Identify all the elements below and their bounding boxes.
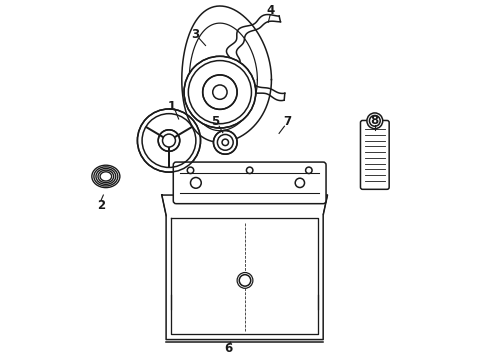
Circle shape	[184, 56, 256, 128]
Text: 6: 6	[225, 342, 233, 355]
FancyBboxPatch shape	[361, 121, 389, 189]
Circle shape	[295, 178, 304, 188]
Circle shape	[137, 109, 200, 172]
Text: 2: 2	[97, 199, 105, 212]
FancyBboxPatch shape	[173, 162, 326, 204]
Text: 1: 1	[168, 100, 175, 113]
Circle shape	[237, 273, 253, 288]
Circle shape	[203, 75, 237, 109]
Circle shape	[158, 130, 180, 151]
Text: 8: 8	[371, 114, 379, 127]
Text: 7: 7	[283, 116, 292, 129]
Circle shape	[214, 131, 237, 154]
Circle shape	[191, 177, 201, 188]
Text: 4: 4	[266, 4, 274, 17]
Text: 3: 3	[191, 28, 199, 41]
Text: 5: 5	[212, 116, 220, 129]
Circle shape	[367, 113, 383, 129]
